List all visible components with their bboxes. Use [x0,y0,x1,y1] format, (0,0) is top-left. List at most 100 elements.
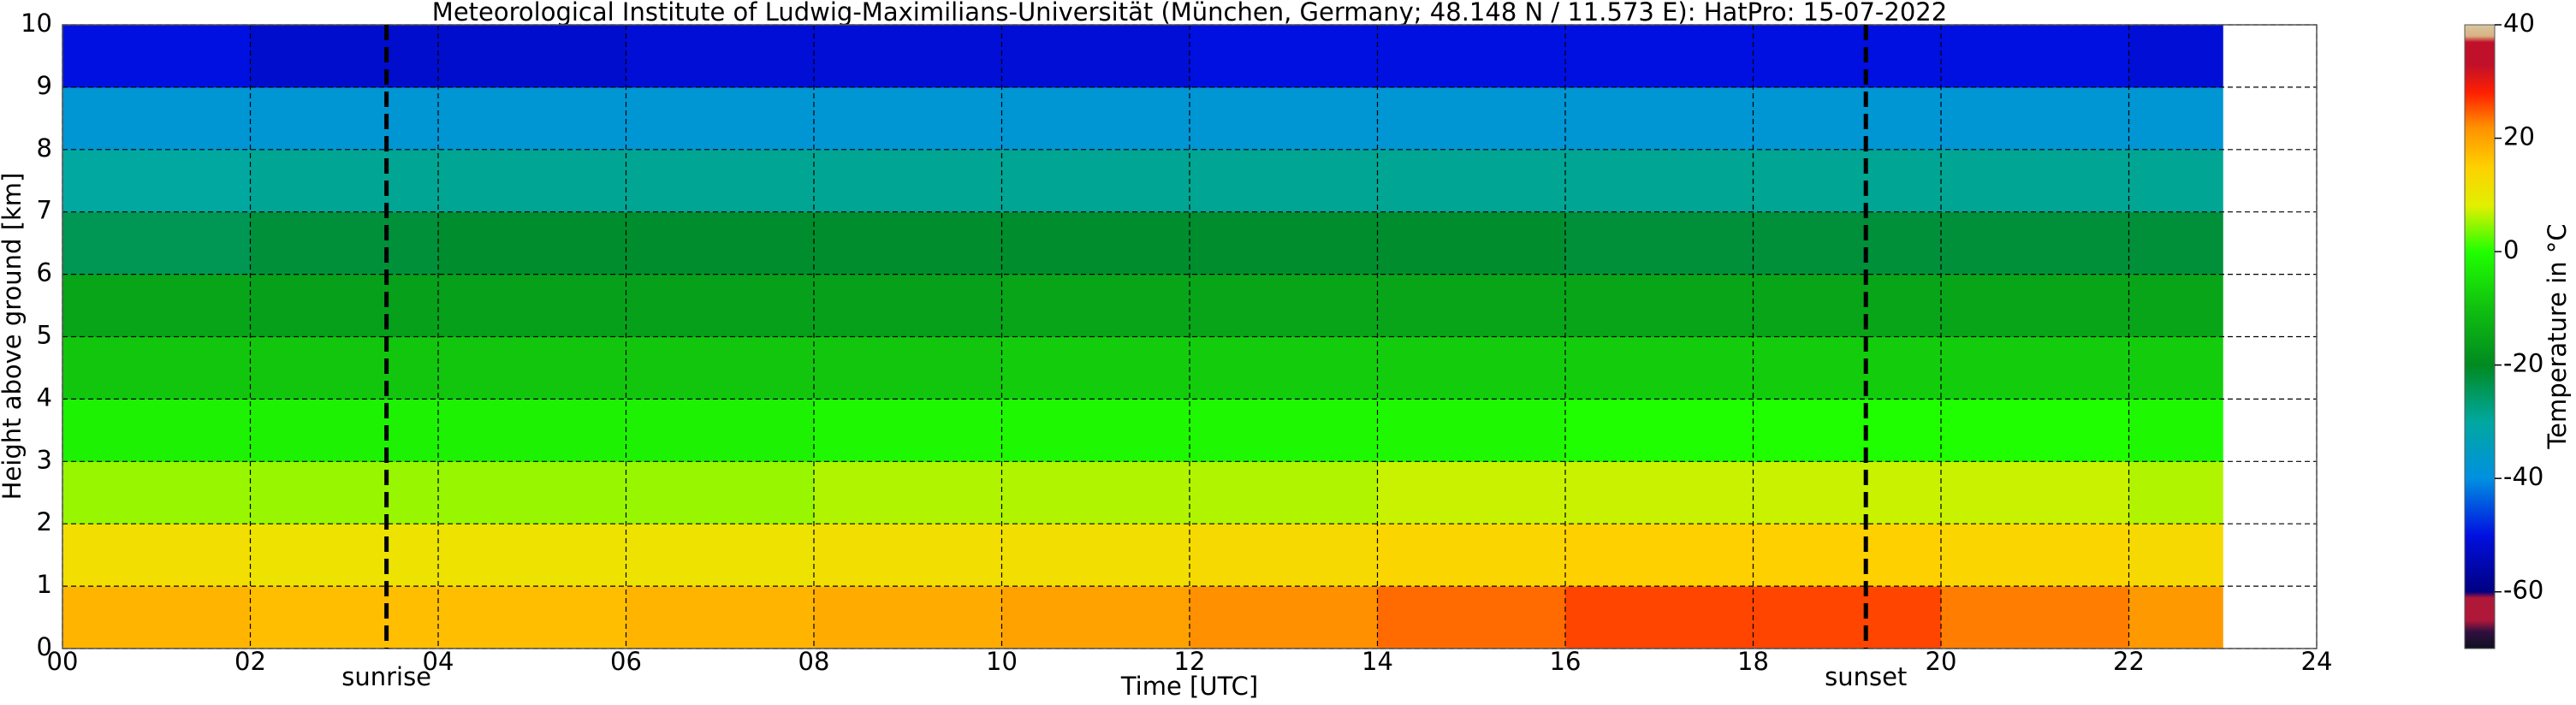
colorbar-segment [2465,127,2495,168]
heatmap-cell [2128,524,2223,587]
heatmap-cell [62,211,251,275]
heatmap-cell [438,25,626,88]
heatmap-cell [438,524,626,587]
heatmap-cell [814,149,1002,213]
heatmap-cell [1377,336,1566,400]
heatmap-cell [62,86,251,151]
heatmap-cell [1001,399,1190,462]
heatmap-cell [438,461,626,524]
heatmap-cell [62,399,251,462]
x-tick-label: 08 [798,647,830,676]
plot-frame [62,24,2318,649]
heatmap-cell [1941,524,2129,587]
heatmap-cell [1565,399,1754,462]
heatmap-cell [626,336,815,400]
heatmap-cell [2128,25,2223,88]
heatmap-cell [438,274,626,337]
chart-title: Meteorological Institute of Ludwig-Maxim… [432,0,1947,27]
heatmap-cell [1001,274,1190,337]
heatmap-cell [1377,86,1566,151]
colorbar-segment [2465,64,2495,94]
colorbar-segment [2465,166,2495,207]
x-tick-label: 10 [986,647,1018,676]
heatmap-cell [626,149,815,213]
heatmap-cell [626,25,815,88]
colorbar-tick-label: 0 [2503,235,2519,264]
heatmap-cell [1753,211,1942,275]
heatmap-cell [2128,149,2223,213]
heatmap-cell [814,25,1002,88]
heatmap-cell [1565,211,1754,275]
x-tick-label: 00 [47,647,79,676]
y-tick-label: 2 [37,507,52,536]
annotation-label: sunrise [341,662,431,691]
heatmap-cell [438,211,626,275]
heatmap-cell [1377,211,1566,275]
heatmap-cell [62,336,251,400]
heatmap-cell [814,86,1002,151]
heatmap-cell [1941,461,2129,524]
heatmap-cell [814,461,1002,524]
colorbar-tick-label: -40 [2503,462,2543,491]
heatmap-cell [1001,586,1190,649]
x-tick-label: 06 [610,647,642,676]
x-tick-label: 20 [1926,647,1957,676]
heatmap-cell [250,25,439,88]
heatmap-cell [2128,336,2223,400]
heatmap-cell [2128,399,2223,462]
heatmap-cell [1565,86,1754,151]
annotation-label: sunset [1825,662,1907,691]
x-tick-label: 18 [1737,647,1769,676]
heatmap-cell [1377,25,1566,88]
heatmap-cell [1001,461,1190,524]
heatmap-cell [1753,25,1942,88]
colorbar-segment [2465,252,2495,309]
colorbar-segment [2465,478,2495,536]
heatmap-cell [1941,25,2129,88]
heatmap-cell [626,586,815,649]
heatmap-cell [1001,149,1190,213]
colorbar-segment [2465,535,2495,593]
heatmap-cell [1190,149,1378,213]
heatmap-cell [1941,336,2129,400]
heatmap-cell [814,211,1002,275]
heatmap-cell [250,461,439,524]
colorbar-segment [2465,92,2495,127]
heatmap-cell [1190,86,1378,151]
heatmap-cell [250,274,439,337]
heatmap-cell [1753,399,1942,462]
colorbar-segment [2465,591,2495,598]
heatmap-cell [2128,461,2223,524]
heatmap-cell [250,524,439,587]
heatmap-cell [62,524,251,587]
heatmap-cell [1190,524,1378,587]
heatmap-cell [1377,149,1566,213]
heatmap-cell [1377,399,1566,462]
heatmap-cell [62,461,251,524]
colorbar-segment [2465,364,2495,423]
heatmap-cell [62,586,251,649]
heatmap-cell [626,211,815,275]
y-tick-label: 4 [37,382,52,412]
heatmap-cell [1565,461,1754,524]
heatmap-cell [626,274,815,337]
heatmap-cell [1941,586,2129,649]
heatmap-cell [1753,86,1942,151]
y-tick-label: 9 [37,71,52,100]
x-tick-label: 14 [1362,647,1393,676]
heatmap-cell [1377,586,1566,649]
colorbar-segment [2465,25,2495,37]
colorbar-segment [2465,631,2495,649]
colorbar-segment [2465,597,2495,621]
heatmap-cell [250,336,439,400]
heatmap-cell [2128,211,2223,275]
heatmap-cell [1565,336,1754,400]
x-tick-label: 24 [2301,647,2333,676]
heatmap-cell [1001,25,1190,88]
heatmap-cell [1190,25,1378,88]
colorbar-tick-label: 40 [2503,9,2535,38]
x-tick-label: 12 [1174,647,1206,676]
colorbar-label: Temperature in °C [2543,223,2572,449]
y-tick-label: 1 [37,570,52,599]
